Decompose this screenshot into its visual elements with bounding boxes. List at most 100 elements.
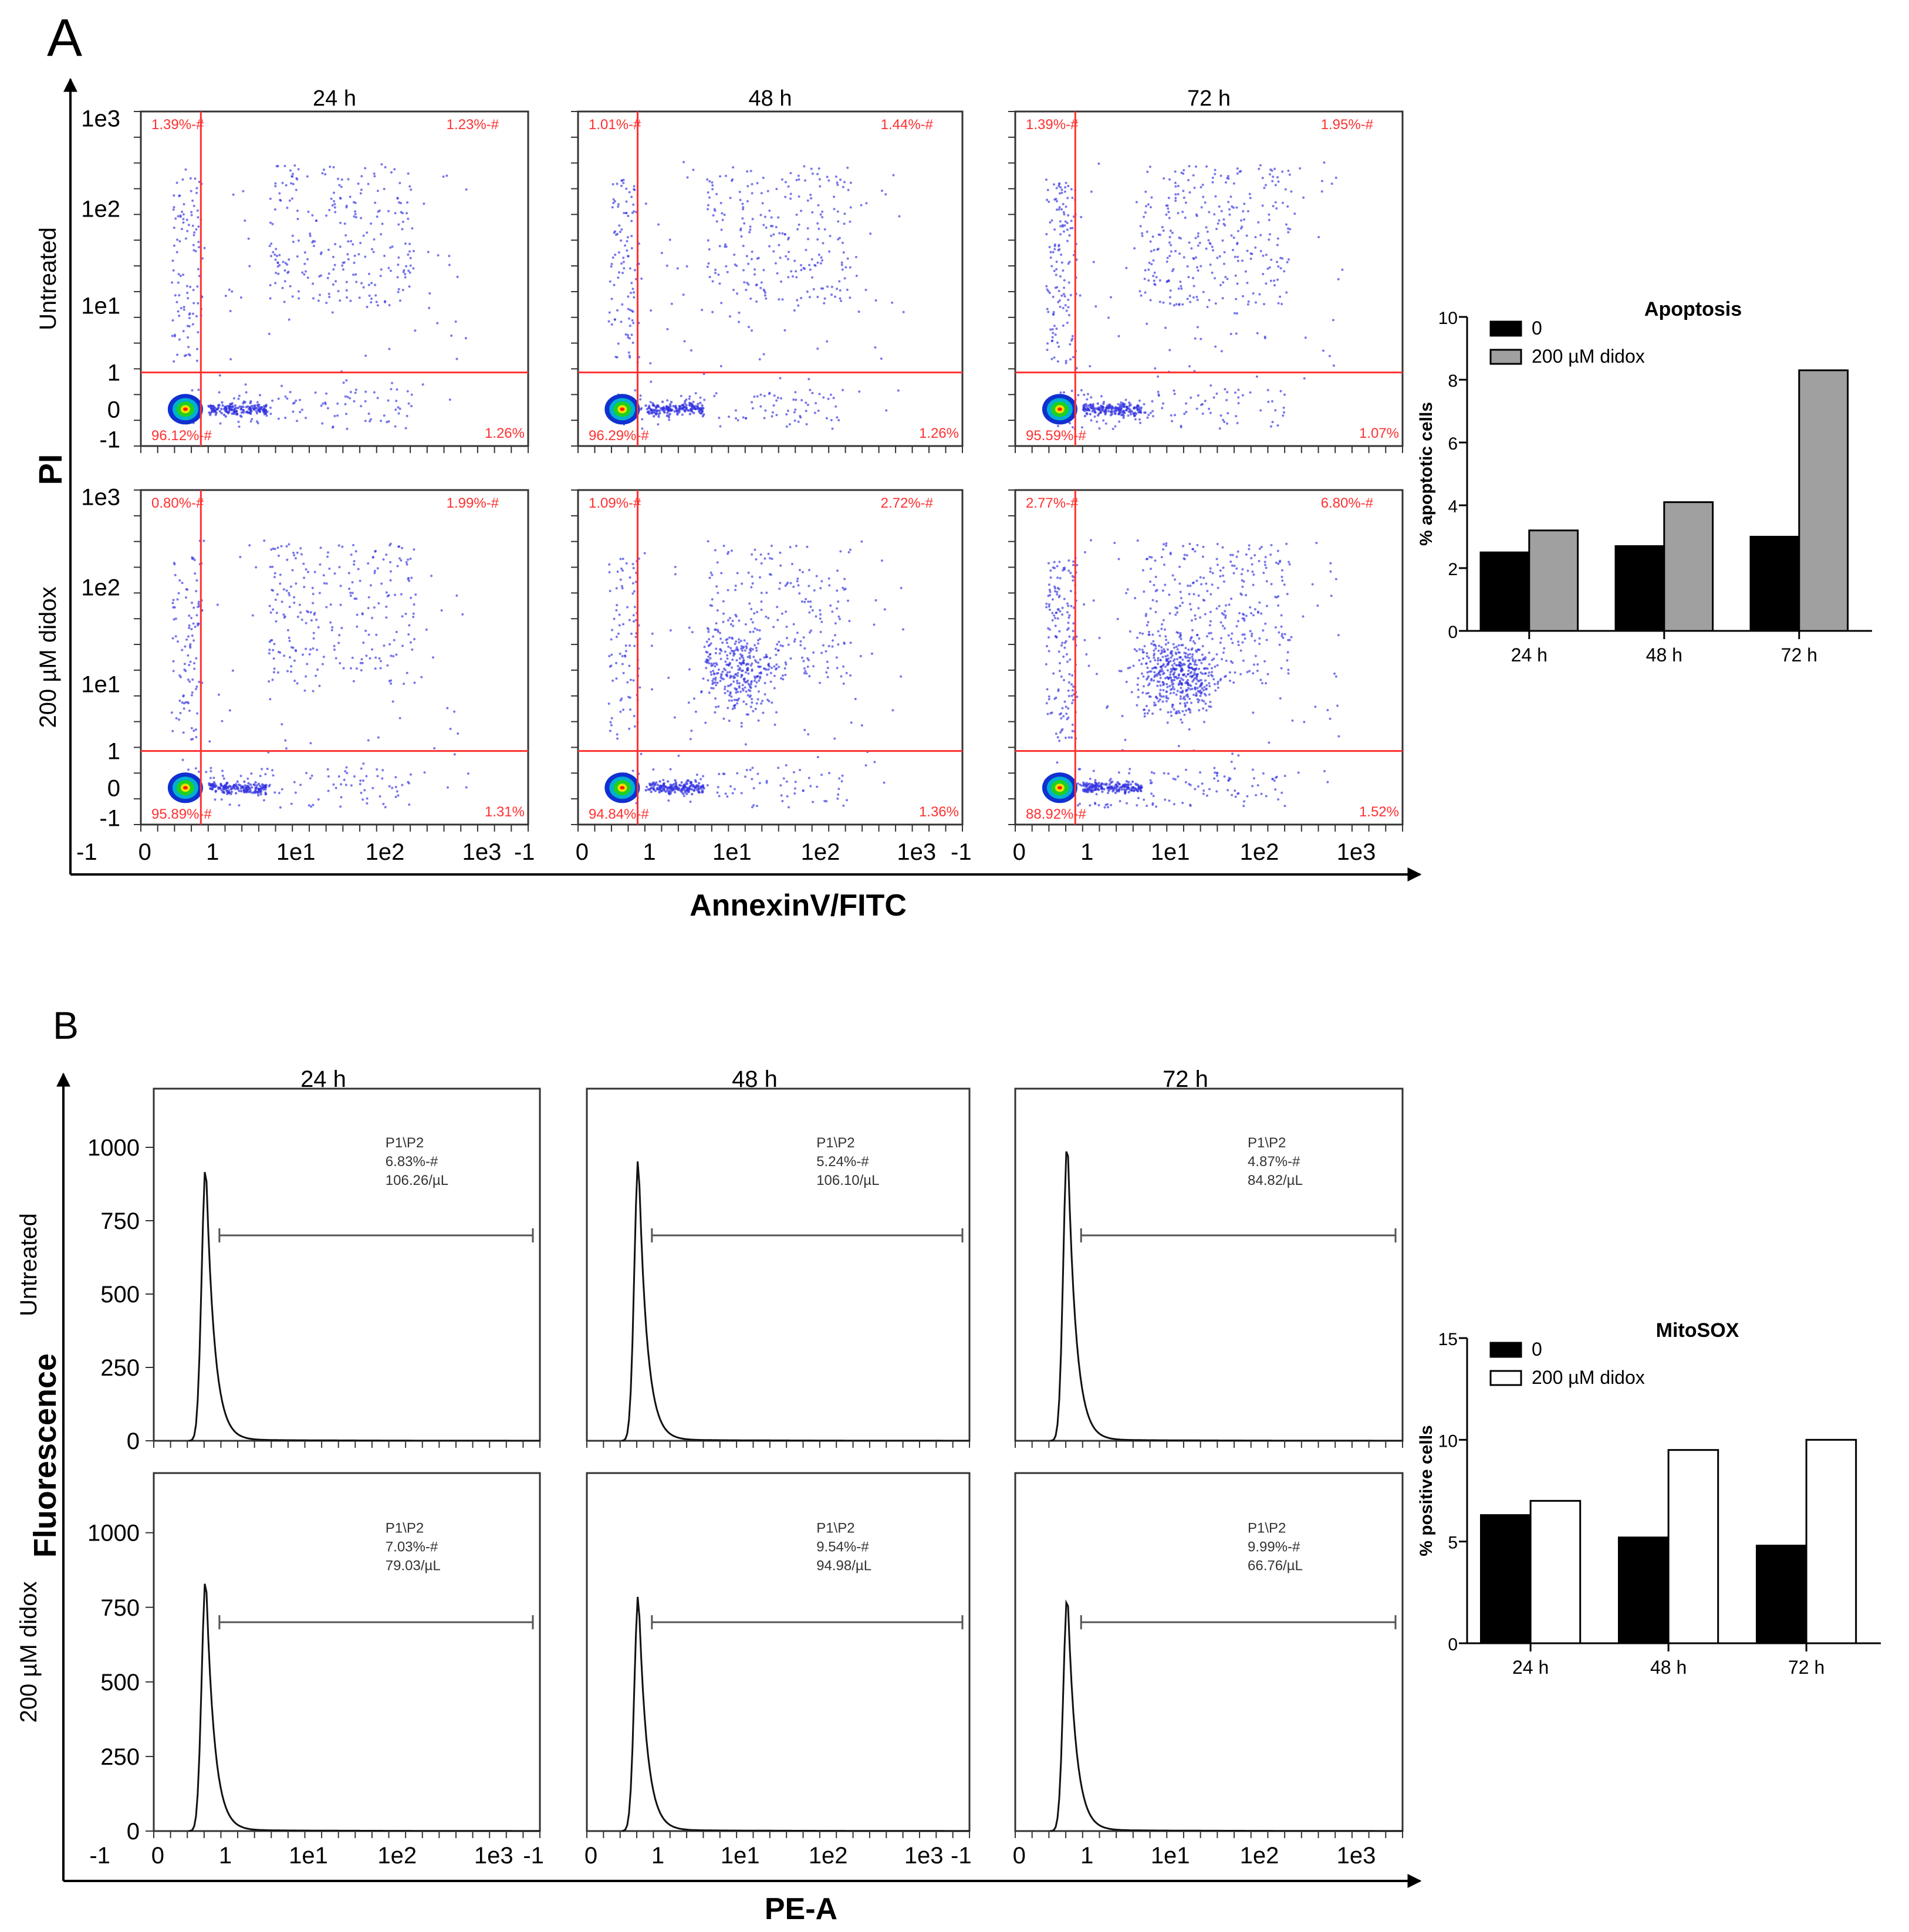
a-dot [789, 546, 792, 549]
a-dot [1110, 803, 1113, 806]
a-dot [1170, 688, 1173, 691]
a-dot [1175, 607, 1178, 610]
a-dot [299, 547, 302, 550]
a-dot [292, 183, 295, 185]
a-dot [1179, 590, 1182, 593]
a-dot [1191, 548, 1194, 550]
a-dot [1128, 401, 1131, 404]
a-dot [362, 641, 365, 644]
a-dot [1265, 682, 1268, 685]
a-dot [629, 576, 631, 579]
a-dot [1053, 560, 1056, 563]
a-dot [839, 550, 842, 553]
a-dot [1233, 312, 1236, 315]
a-dot [339, 221, 342, 224]
a-dot [1190, 666, 1193, 669]
a-dot [1171, 574, 1174, 577]
a-dot [811, 609, 814, 612]
a-dot [819, 587, 822, 590]
a-dot [776, 396, 779, 399]
a-dot [756, 395, 759, 398]
a-dot [621, 272, 624, 275]
a-dot [275, 255, 278, 258]
a-dot [196, 712, 199, 715]
a-dot [1125, 592, 1128, 595]
a-dot [1164, 583, 1167, 586]
a-dot [1287, 227, 1290, 230]
a-dot [885, 409, 888, 412]
a-dot [288, 592, 290, 595]
a-dot [220, 798, 223, 801]
a-dot [373, 569, 376, 572]
a-dot [284, 416, 287, 419]
a-dot [1201, 412, 1204, 415]
a-dot [1209, 567, 1212, 570]
a-dot [780, 794, 783, 797]
a-dot [327, 292, 330, 295]
a-dot [397, 794, 400, 797]
a-dot [827, 577, 830, 580]
a-dot [1126, 802, 1128, 805]
a-dot [1264, 556, 1267, 559]
a-dot [224, 408, 227, 411]
a-dot [1150, 556, 1153, 559]
a-dot [739, 227, 742, 230]
a-dot [359, 661, 362, 664]
a-dot [1059, 220, 1062, 223]
a-dot [1153, 653, 1156, 656]
a-dot [623, 267, 626, 270]
a-dot [724, 792, 727, 795]
a-dot [1174, 778, 1177, 781]
a-dot [303, 576, 306, 579]
a-dot [626, 249, 629, 252]
a-dot [1205, 582, 1208, 585]
a-dot [795, 276, 798, 279]
a-dot [1201, 555, 1204, 558]
a-dot [1089, 403, 1092, 406]
a-dot [1060, 717, 1063, 720]
a-dot [607, 320, 610, 323]
a-dot [1227, 779, 1230, 782]
a-dot [1061, 641, 1064, 644]
a-dot [834, 405, 837, 408]
a-dot [732, 166, 735, 169]
a-dot [1170, 414, 1173, 417]
a-dot [842, 682, 845, 685]
a-dot [1259, 409, 1262, 412]
a-dot [754, 708, 757, 711]
a-dot [1223, 420, 1226, 423]
a-dot [1208, 651, 1211, 654]
a-dot [339, 197, 342, 200]
a-dot [813, 589, 816, 592]
a-dot [785, 663, 788, 666]
a-dot [222, 786, 225, 789]
a-dot [1120, 411, 1123, 414]
a-dot [763, 294, 766, 297]
a-dot [172, 599, 175, 602]
a-dot [453, 710, 456, 713]
a-dot [293, 781, 296, 783]
a-dot [822, 242, 825, 245]
a-dot [1068, 614, 1071, 617]
a-dot [242, 401, 245, 405]
a-dot [717, 672, 719, 675]
a-dot [1124, 738, 1127, 741]
a-dot [331, 204, 334, 207]
a-dot [344, 395, 347, 398]
a-dot [1055, 636, 1058, 639]
a-dot [745, 647, 748, 650]
a-dot [1192, 693, 1195, 696]
a-dot [673, 791, 677, 794]
a-dot [727, 646, 730, 648]
a-dot [1211, 176, 1214, 179]
a-dot [398, 181, 401, 184]
a-dot [1217, 683, 1219, 685]
a-dot [1064, 186, 1067, 189]
a-dot [799, 768, 802, 771]
a-dot [1288, 173, 1291, 176]
a-dot [717, 668, 720, 671]
a-dot [1226, 391, 1229, 394]
a-dot [629, 308, 631, 311]
a-dot [1208, 705, 1211, 708]
a-dot [1196, 633, 1199, 636]
